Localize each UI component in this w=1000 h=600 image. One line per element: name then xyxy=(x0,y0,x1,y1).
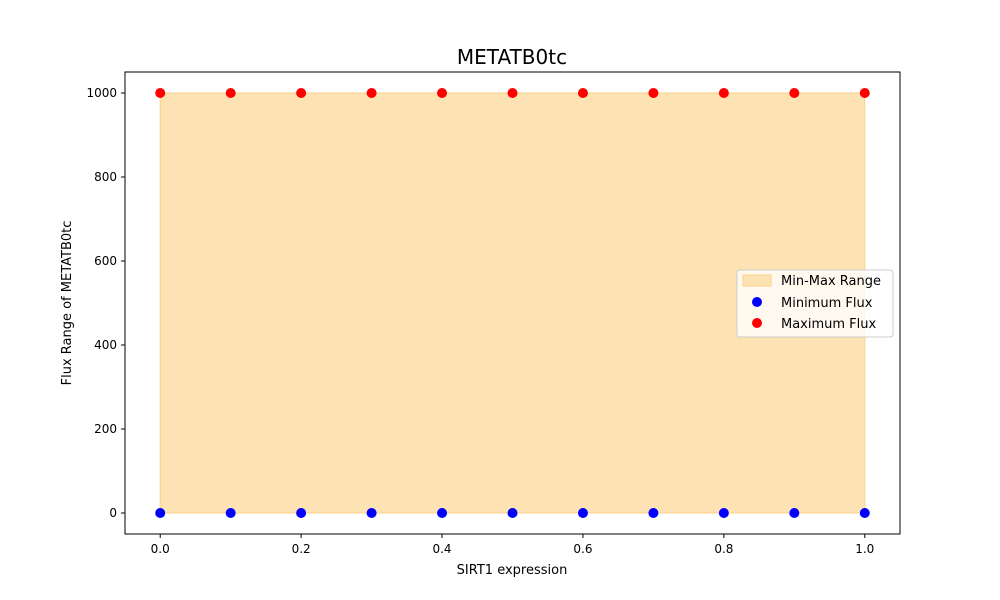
max-flux-point xyxy=(718,88,729,98)
x-axis-label: SIRT1 expression xyxy=(457,563,568,578)
min-flux-point xyxy=(718,508,729,518)
max-flux-point xyxy=(507,88,518,98)
legend-label-range: Min-Max Range xyxy=(781,274,881,289)
min-flux-point xyxy=(859,508,870,518)
max-flux-point xyxy=(155,88,166,98)
x-tick-label: 1.0 xyxy=(855,542,874,556)
y-axis: 0 200 400 600 800 1000 xyxy=(86,86,125,520)
plot-area xyxy=(155,88,870,518)
y-tick-label: 0 xyxy=(109,506,117,520)
min-flux-point xyxy=(296,508,307,518)
min-flux-point xyxy=(789,508,800,518)
legend-marker-min xyxy=(752,297,762,307)
y-tick-label: 1000 xyxy=(86,86,117,100)
max-flux-point xyxy=(789,88,800,98)
min-flux-point xyxy=(225,508,236,518)
legend-frame xyxy=(736,269,894,338)
max-flux-point xyxy=(225,88,236,98)
x-tick-label: 0.2 xyxy=(292,542,311,556)
y-tick-label: 800 xyxy=(94,170,117,184)
legend-swatch-range xyxy=(742,274,772,287)
x-tick-label: 0.6 xyxy=(573,542,592,556)
axes-frame xyxy=(124,71,901,535)
max-flux-point xyxy=(366,88,377,98)
x-tick-label: 0.8 xyxy=(714,542,733,556)
legend-label-max: Maximum Flux xyxy=(781,317,877,332)
min-flux-point xyxy=(577,508,588,518)
y-tick-label: 200 xyxy=(94,422,117,436)
legend-label-min: Minimum Flux xyxy=(781,296,873,311)
max-flux-point xyxy=(437,88,448,98)
chart-title: METATB0tc xyxy=(457,45,567,69)
y-tick-label: 400 xyxy=(94,338,117,352)
y-axis-label: Flux Range of METATB0tc xyxy=(60,221,75,386)
x-tick-label: 0.4 xyxy=(432,542,451,556)
min-flux-point xyxy=(648,508,659,518)
max-flux-point xyxy=(577,88,588,98)
min-flux-point xyxy=(507,508,518,518)
min-flux-point xyxy=(155,508,166,518)
legend-marker-max xyxy=(752,318,762,328)
x-tick-label: 0.0 xyxy=(151,542,170,556)
x-axis: 0.0 0.2 0.4 0.6 0.8 1.0 xyxy=(151,534,874,556)
min-flux-point xyxy=(437,508,448,518)
max-flux-point xyxy=(648,88,659,98)
max-flux-point xyxy=(296,88,307,98)
y-tick-label: 600 xyxy=(94,254,117,268)
legend: Min-Max Range Minimum Flux Maximum Flux xyxy=(736,269,894,338)
max-flux-point xyxy=(859,88,870,98)
min-flux-point xyxy=(366,508,377,518)
